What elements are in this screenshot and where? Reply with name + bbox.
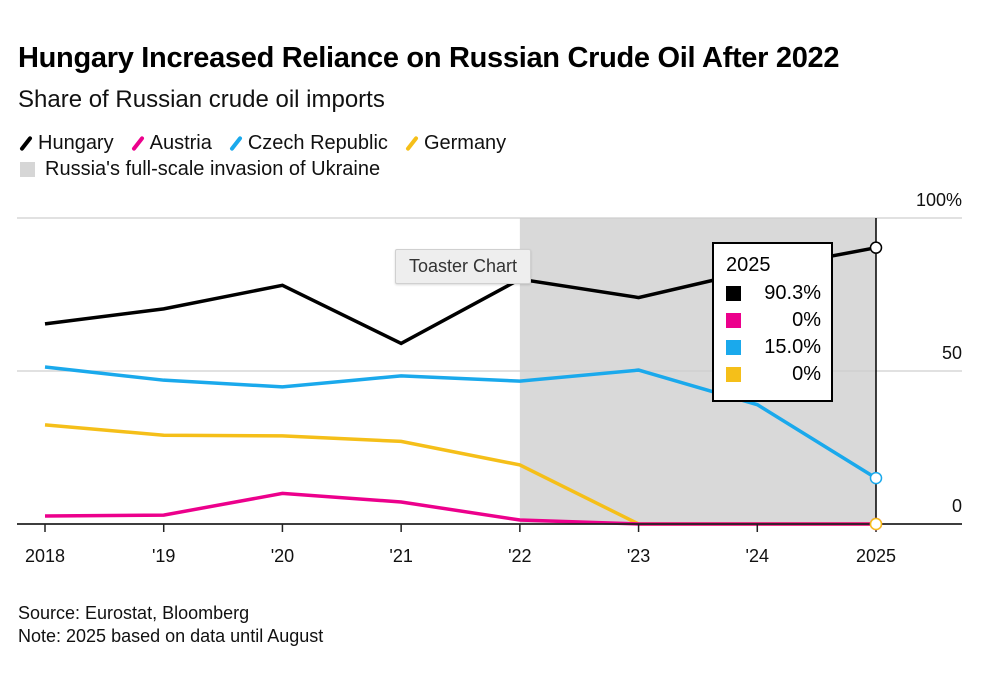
source-note: Source: Eurostat, Bloomberg [18,603,250,623]
chart-title: Hungary Increased Reliance on Russian Cr… [18,42,840,74]
tooltip-value: 0% [792,363,821,385]
shaded-square-icon [20,161,35,177]
x-tick-label: '19 [152,546,175,566]
tooltip-value: 90.3% [764,282,821,304]
y-tick-label: 0 [952,496,962,516]
x-tick-label: '24 [746,546,769,566]
x-tick-label: '22 [508,546,531,566]
hover-marker-germany [869,517,883,531]
legend-item-germany: Germany [404,132,506,155]
legend-label: Germany [423,131,507,154]
chart-subtitle: Share of Russian crude oil imports [18,86,385,113]
x-tick-label: '23 [627,546,650,566]
legend-item-austria: Austria [130,132,212,155]
color-swatch-icon [726,367,741,382]
data-note: Note: 2025 based on data until August [18,626,324,646]
legend-item-invasion-shade: Russia's full-scale invasion of Ukraine [18,158,380,181]
legend-item-czech-republic: Czech Republic [228,132,388,155]
footer: Source: Eurostat, Bloomberg Note: 2025 b… [18,602,323,648]
y-tick-label: 50 [942,343,962,363]
y-tick-label: 100% [916,190,962,210]
color-swatch-icon [726,313,741,328]
hover-marker-hungary [869,241,883,254]
legend-label: Czech Republic [247,131,388,154]
tooltip-row-hungary: 90.3% [726,280,821,307]
x-tick-label: 2025 [856,546,896,566]
x-tick-label: 2018 [25,546,65,566]
legend: Hungary Austria Czech Republic Germany R… [18,130,522,182]
color-swatch-icon [726,340,741,355]
hover-marker-czech-republic [869,471,883,485]
x-tick-label: '21 [389,546,412,566]
toaster-chart-tooltip: Toaster Chart [395,249,532,284]
tooltip-row-austria: 0% [726,307,821,334]
legend-label: Hungary [38,131,114,154]
hover-tooltip: 2025 90.3% 0% 15.0% 0% [712,242,833,402]
legend-item-hungary: Hungary [18,132,114,155]
legend-label: Russia's full-scale invasion of Ukraine [45,157,381,180]
tooltip-value: 15.0% [764,336,821,358]
legend-label: Austria [149,131,212,154]
tooltip-row-germany: 0% [726,361,821,388]
tooltip-row-czech-republic: 15.0% [726,334,821,361]
tooltip-value: 0% [792,309,821,331]
x-tick-label: '20 [271,546,294,566]
tooltip-year: 2025 [726,254,771,276]
color-swatch-icon [726,286,741,301]
